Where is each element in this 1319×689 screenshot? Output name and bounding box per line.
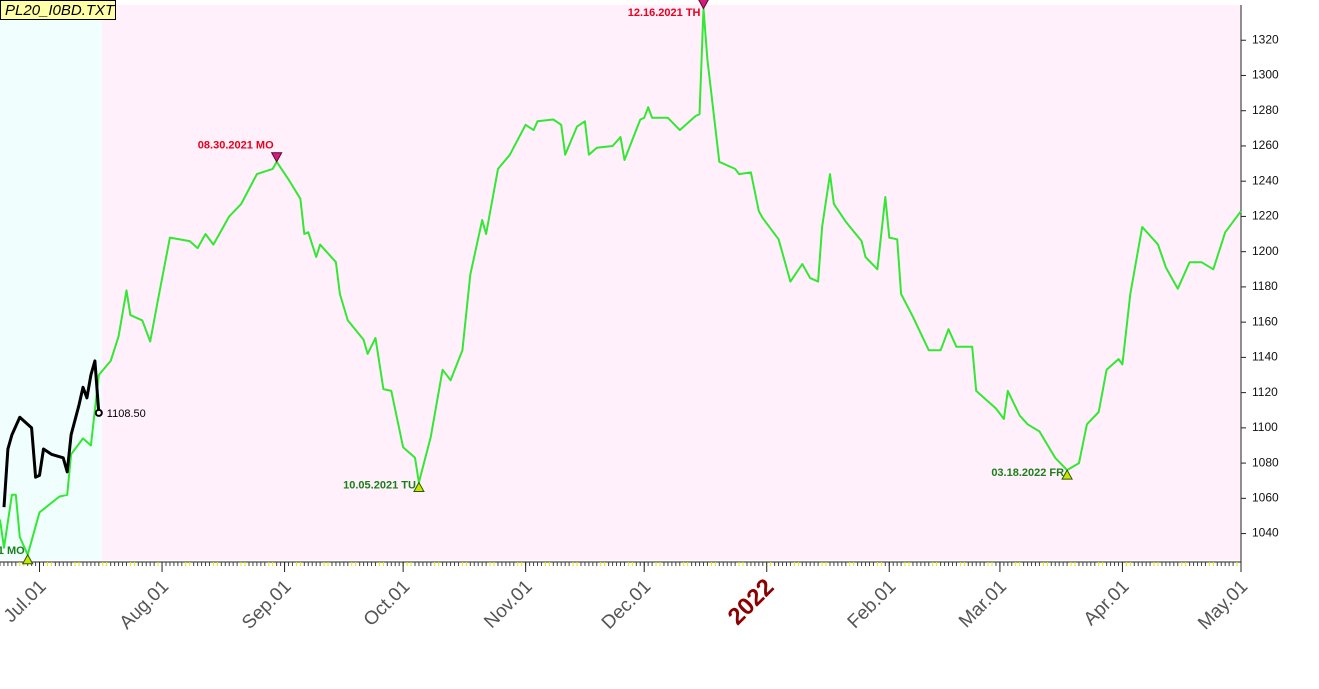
y-tick-label: 1040 <box>1252 526 1279 540</box>
y-tick-label: 1280 <box>1252 103 1279 117</box>
extreme-marker <box>21 553 34 565</box>
y-tick-label: 1080 <box>1252 455 1279 469</box>
y-tick-label: 1240 <box>1252 173 1279 187</box>
title-box <box>0 0 116 20</box>
y-tick-label: 1220 <box>1252 209 1279 223</box>
extreme-label: 08.30.2021 MO <box>198 140 274 152</box>
x-tick-label: Nov.01 <box>480 576 536 632</box>
extreme-marker <box>413 481 425 492</box>
extreme-marker <box>270 152 283 163</box>
series-line <box>2 359 101 508</box>
extreme-label: 03.18.2022 FR <box>991 467 1064 479</box>
extreme-label: 12.16.2021 TH <box>628 7 701 19</box>
x-tick-label: Apr.01 <box>1080 576 1134 630</box>
y-tick-label: 1320 <box>1252 32 1279 46</box>
history-background <box>0 5 102 560</box>
x-tick-label: May.01 <box>1194 576 1252 634</box>
x-tick-label: Feb.01 <box>844 576 901 633</box>
extreme-label: 10.05.2021 TU <box>343 479 416 491</box>
y-tick-label: 1060 <box>1252 491 1279 505</box>
y-tick-label: 1180 <box>1252 279 1278 293</box>
y-tick-label: 1100 <box>1252 420 1278 434</box>
x-tick-label: Oct.01 <box>360 576 414 630</box>
x-tick-label: Dec.01 <box>598 576 655 633</box>
y-tick-label: 1140 <box>1252 350 1278 364</box>
series-line <box>0 7 1242 556</box>
x-tick-label: 2022 <box>723 574 780 631</box>
plot-background <box>102 5 1241 560</box>
x-tick-label: Sep.01 <box>238 576 295 633</box>
y-tick-label: 1200 <box>1252 244 1279 258</box>
extreme-marker <box>1061 469 1073 480</box>
y-tick-label: 1120 <box>1252 385 1278 399</box>
extreme-marker <box>698 0 709 10</box>
x-tick-label: Jul.01 <box>0 576 51 627</box>
y-tick-label: 1260 <box>1252 138 1279 152</box>
end-point <box>94 408 103 417</box>
x-tick-label: Aug.01 <box>116 576 173 633</box>
y-tick-label: 1300 <box>1252 68 1279 82</box>
y-tick-label: 1160 <box>1252 314 1278 328</box>
chart-title: PL20_I0BD.TXT <box>5 2 116 19</box>
x-tick-label: Mar.01 <box>955 576 1011 632</box>
extreme-label: 1 MO <box>0 545 25 557</box>
value-label: 1108.50 <box>107 408 146 420</box>
